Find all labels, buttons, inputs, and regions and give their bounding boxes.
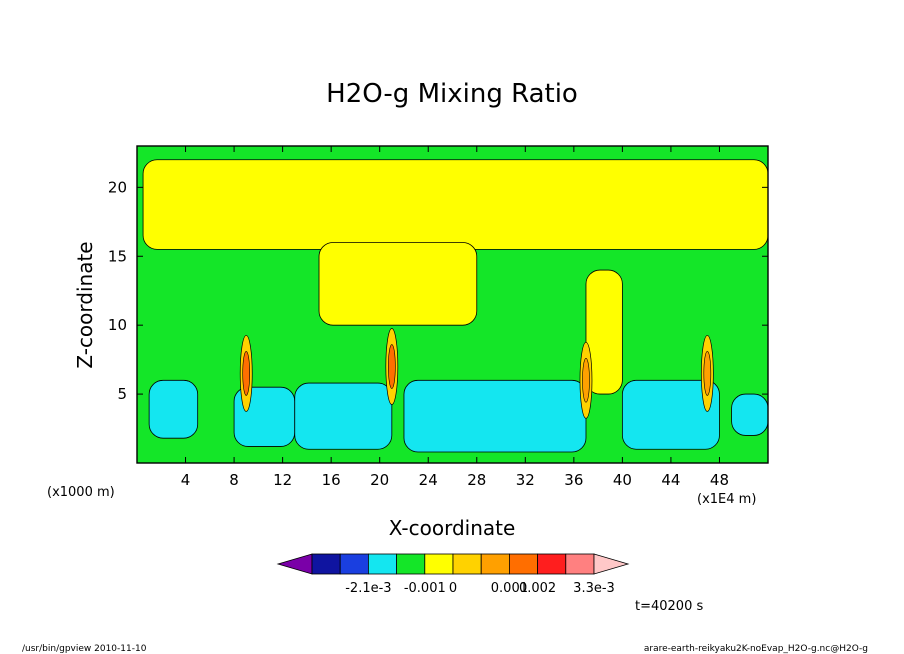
colorbar-label: 0 bbox=[449, 581, 457, 596]
x-unit-right: (x1E4 m) bbox=[697, 492, 756, 507]
contour-region bbox=[294, 382, 393, 450]
x-axis-ticks: 4 8 12 16 20 24 28 32 36 40 44 48 bbox=[181, 146, 729, 489]
x-tick-label: 48 bbox=[710, 471, 729, 489]
x-tick-label: 4 bbox=[181, 471, 191, 489]
x-tick-label: 24 bbox=[419, 471, 438, 489]
x-tick-label: 36 bbox=[564, 471, 583, 489]
colorbar-box bbox=[367, 553, 397, 575]
colorbar-box bbox=[537, 553, 567, 575]
time-label: t=40200 s bbox=[635, 599, 703, 614]
plot-frame bbox=[136, 145, 769, 464]
colorbar-box bbox=[452, 553, 482, 575]
contour-region bbox=[318, 242, 478, 326]
x-tick-label: 12 bbox=[273, 471, 292, 489]
y-tick-label: 15 bbox=[108, 247, 127, 265]
x-tick-label: 20 bbox=[370, 471, 389, 489]
colorbar-label: 0.002 bbox=[519, 581, 556, 596]
y-axis-label: Z-coordinate bbox=[73, 241, 97, 368]
colorbar-label: -2.1e-3 bbox=[345, 581, 391, 596]
moisture-plume-core bbox=[242, 351, 251, 396]
colorbar-box bbox=[565, 553, 595, 575]
colorbar-box bbox=[480, 553, 510, 575]
colorbar-box bbox=[339, 553, 369, 575]
footer-right: arare-earth-reikyaku2K-noEvap_H2O-g.nc@H… bbox=[644, 644, 868, 654]
x-axis-label: X-coordinate bbox=[389, 516, 516, 540]
contour-region bbox=[731, 393, 768, 436]
x-tick-label: 40 bbox=[613, 471, 632, 489]
contour-regions bbox=[142, 159, 768, 453]
y-tick-label: 20 bbox=[108, 178, 127, 196]
colorbar-min-arrow bbox=[276, 553, 313, 575]
y-tick-label: 5 bbox=[117, 385, 127, 403]
colorbar-box bbox=[508, 553, 538, 575]
x-tick-label: 44 bbox=[661, 471, 680, 489]
x-tick-label: 32 bbox=[516, 471, 535, 489]
contour-region bbox=[142, 159, 768, 250]
x-tick-label: 28 bbox=[467, 471, 486, 489]
contour-region bbox=[403, 379, 587, 453]
plot-area bbox=[136, 145, 769, 464]
chart-title: H2O-g Mixing Ratio bbox=[326, 79, 578, 109]
contour-region bbox=[585, 269, 623, 395]
colorbar-label: 0.001 bbox=[491, 581, 528, 596]
colorbar bbox=[276, 553, 630, 575]
moisture-plume-core bbox=[703, 351, 712, 396]
footer-left: /usr/bin/gpview 2010-11-10 bbox=[22, 644, 147, 654]
y-axis-ticks: 5 10 15 20 bbox=[108, 178, 768, 403]
colorbar-box bbox=[396, 553, 426, 575]
contour-region bbox=[148, 379, 199, 439]
x-tick-label: 8 bbox=[229, 471, 239, 489]
colorbar-label: -0.001 bbox=[404, 581, 446, 596]
x-tick-label: 16 bbox=[322, 471, 341, 489]
moisture-plume-core bbox=[582, 358, 590, 403]
colorbar-box bbox=[424, 553, 454, 575]
contour-region bbox=[621, 379, 720, 450]
colorbar-box bbox=[311, 553, 341, 575]
x-unit-left: (x1000 m) bbox=[47, 485, 115, 500]
colorbar-max-arrow bbox=[593, 553, 630, 575]
colorbar-label: 3.3e-3 bbox=[573, 581, 615, 596]
y-tick-label: 10 bbox=[108, 316, 127, 334]
moisture-plume-core bbox=[388, 344, 396, 389]
